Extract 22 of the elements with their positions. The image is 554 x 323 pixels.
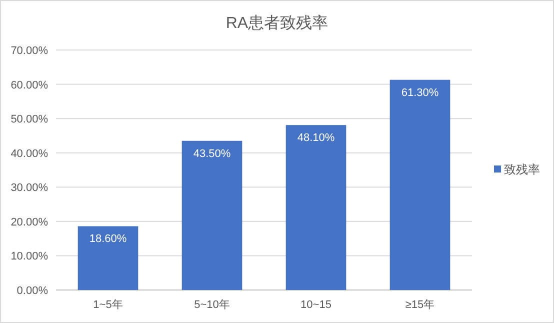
y-tick-label: 0.00% [16,285,48,297]
x-tick-label: 10~15 [300,299,332,311]
bar [390,80,450,290]
y-tick-label: 70.00% [10,45,48,57]
y-tick-label: 10.00% [10,250,48,263]
bar [78,226,138,290]
legend-label: 致残率 [504,162,540,176]
data-label: 48.10% [297,132,335,144]
data-label: 18.60% [89,233,127,246]
y-tick-label: 60.00% [10,79,48,92]
x-tick-label: ≥15年 [405,299,435,311]
y-tick-label: 50.00% [10,114,48,126]
chart-title: RA患者致残率 [226,14,328,32]
data-label: 61.30% [401,86,439,99]
data-label: 43.50% [193,148,231,160]
bar [182,140,242,290]
x-tick-label: 1~5年 [93,299,123,311]
x-tick-label: 5~10年 [194,299,230,311]
bar [286,125,346,290]
y-tick-label: 40.00% [10,148,48,160]
y-tick-label: 20.00% [10,216,48,228]
y-tick-label: 30.00% [10,182,48,194]
